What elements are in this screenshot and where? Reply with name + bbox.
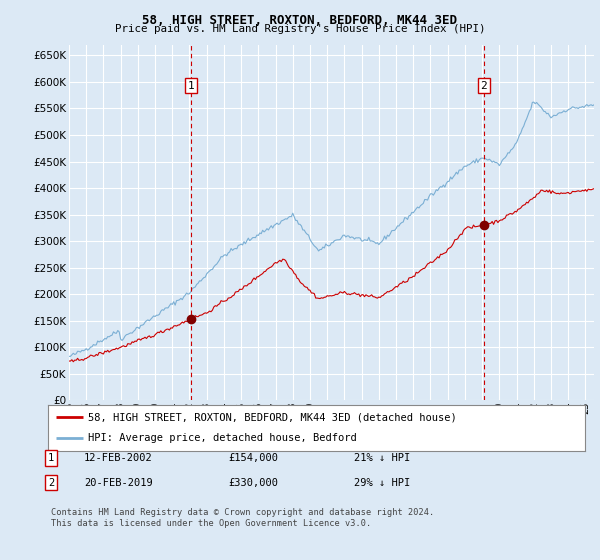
Text: £154,000: £154,000: [228, 453, 278, 463]
Text: Contains HM Land Registry data © Crown copyright and database right 2024.
This d: Contains HM Land Registry data © Crown c…: [51, 508, 434, 528]
Text: 21% ↓ HPI: 21% ↓ HPI: [354, 453, 410, 463]
Text: 2: 2: [481, 81, 487, 91]
Text: £330,000: £330,000: [228, 478, 278, 488]
Text: 29% ↓ HPI: 29% ↓ HPI: [354, 478, 410, 488]
Text: HPI: Average price, detached house, Bedford: HPI: Average price, detached house, Bedf…: [88, 433, 357, 444]
Text: 12-FEB-2002: 12-FEB-2002: [84, 453, 153, 463]
Text: Price paid vs. HM Land Registry's House Price Index (HPI): Price paid vs. HM Land Registry's House …: [115, 24, 485, 34]
Text: 20-FEB-2019: 20-FEB-2019: [84, 478, 153, 488]
Text: 58, HIGH STREET, ROXTON, BEDFORD, MK44 3ED (detached house): 58, HIGH STREET, ROXTON, BEDFORD, MK44 3…: [88, 412, 457, 422]
Text: 58, HIGH STREET, ROXTON, BEDFORD, MK44 3ED: 58, HIGH STREET, ROXTON, BEDFORD, MK44 3…: [143, 14, 458, 27]
Text: 1: 1: [48, 453, 54, 463]
Text: 1: 1: [188, 81, 194, 91]
Text: 2: 2: [48, 478, 54, 488]
